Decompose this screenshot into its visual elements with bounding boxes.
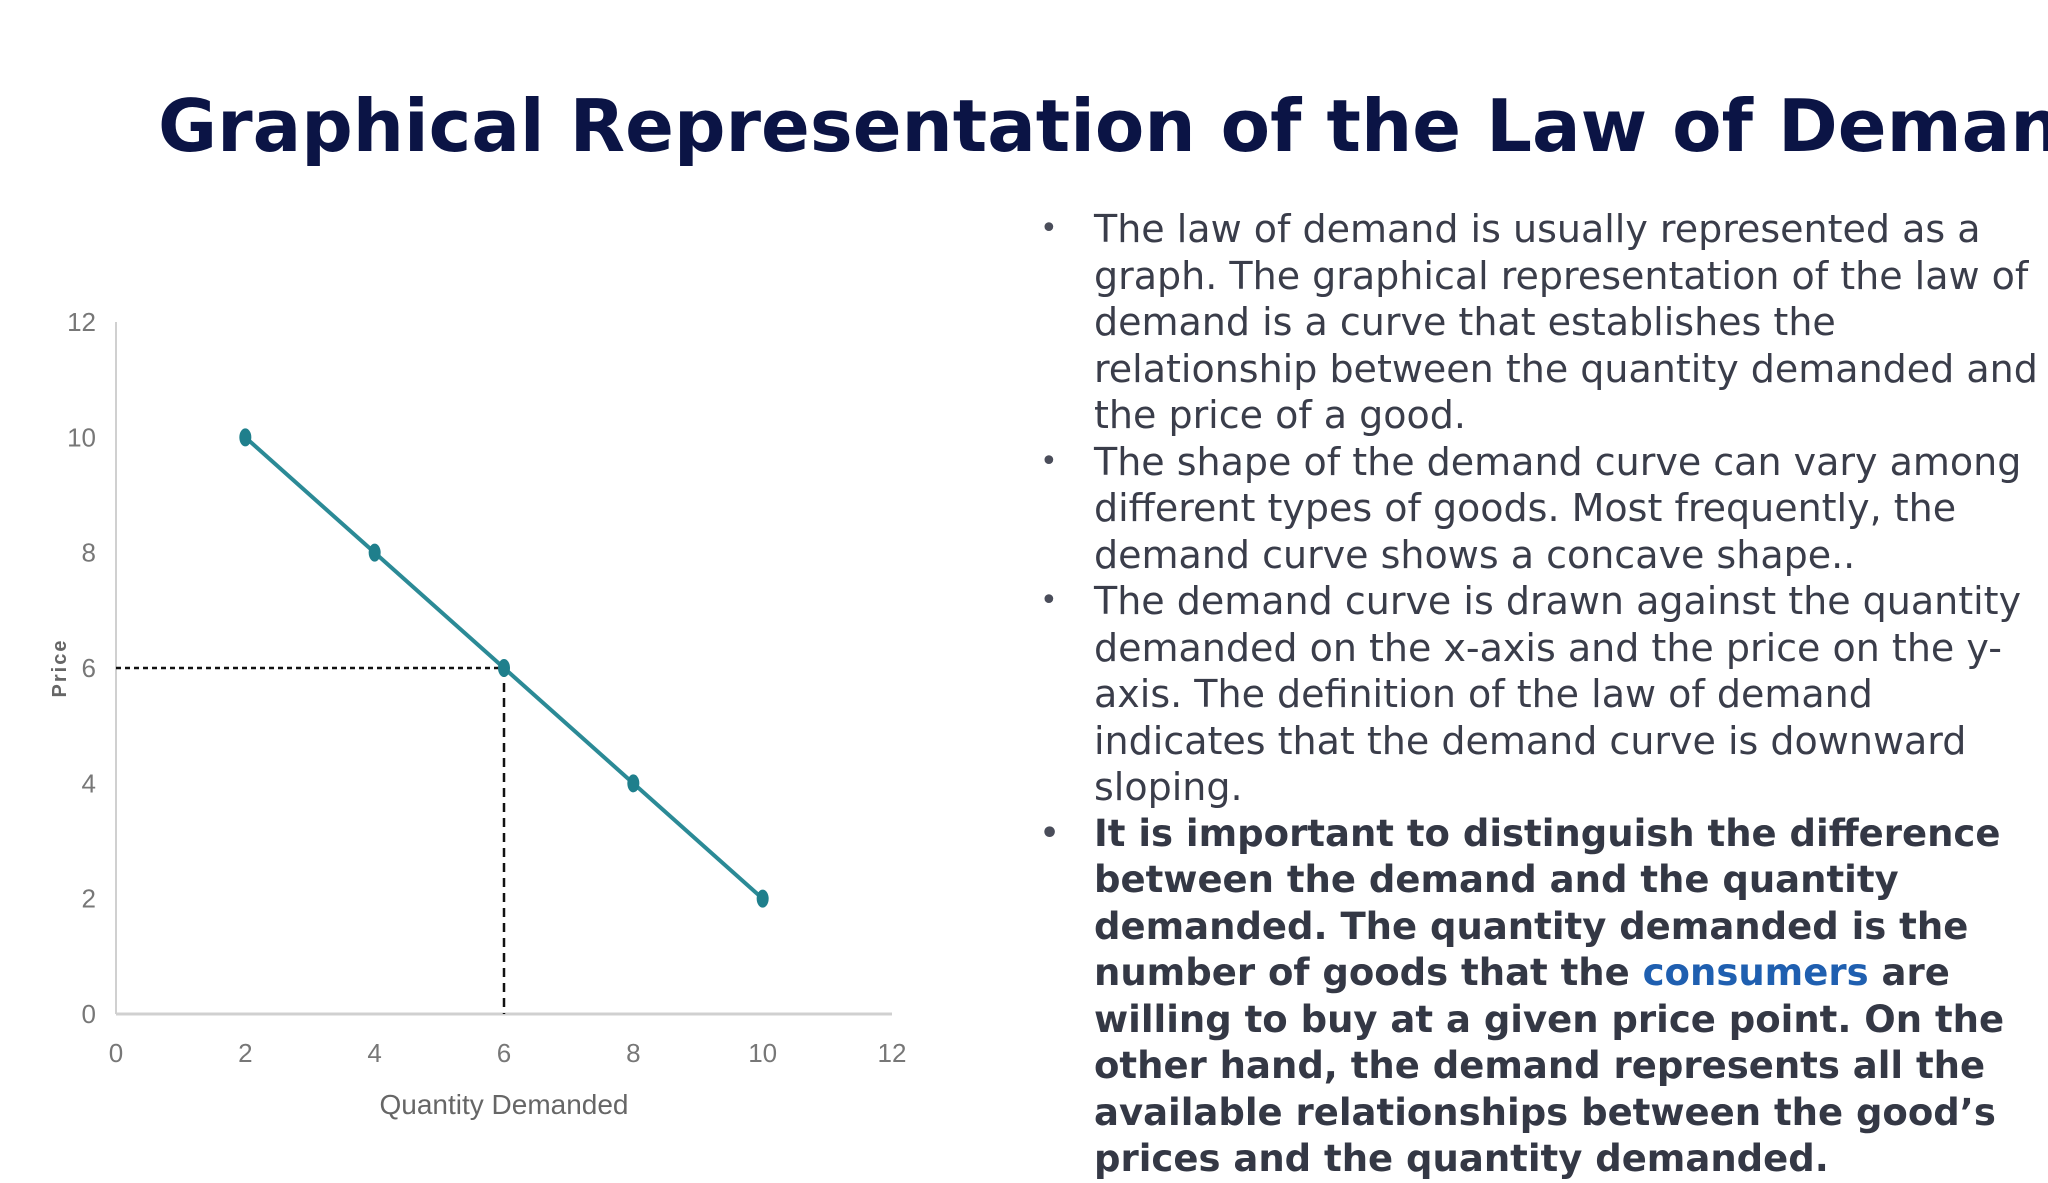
y-axis-label: Price [49, 639, 71, 698]
x-tick-label: 2 [238, 1038, 252, 1068]
bullet-item: • The shape of the demand curve can vary… [1040, 439, 2040, 579]
x-tick-label: 6 [497, 1038, 511, 1068]
chart-guides [116, 666, 506, 1014]
data-point-marker [756, 889, 769, 908]
x-tick-label: 4 [367, 1038, 381, 1068]
x-axis-label: Quantity Demanded [379, 1089, 628, 1120]
y-tick-label: 12 [67, 307, 96, 337]
x-tick-label: 10 [748, 1038, 777, 1068]
bullet-glyph: • [1040, 211, 1058, 246]
data-point-marker [498, 659, 510, 677]
y-tick-label: 10 [67, 422, 96, 452]
y-tick-label: 2 [82, 884, 96, 914]
bullet-text: The shape of the demand curve can vary a… [1094, 439, 2022, 577]
bullet-text-before-link: It is important to distinguish the diffe… [1094, 811, 2001, 995]
bullet-item: • It is important to distinguish the dif… [1040, 811, 2040, 1183]
demand-chart: 0 2 4 6 8 10 12 0 2 4 6 8 10 12 Quantity Demanded Pri… [49, 307, 906, 1120]
bullet-text: The demand curve is drawn against the qu… [1094, 579, 2022, 809]
bullet-text-after-link: are willing to buy at a given price poin… [1094, 951, 2005, 1180]
data-point-marker [368, 543, 381, 562]
x-tick-label: 8 [626, 1038, 640, 1068]
chart-tick-labels: 0 2 4 6 8 10 12 0 2 4 6 8 10 12 [67, 307, 906, 1068]
data-point-marker [239, 428, 252, 447]
y-tick-label: 0 [82, 999, 96, 1029]
slide-title: Graphical Representation of the Law of D… [158, 84, 2048, 168]
y-tick-label: 8 [82, 538, 96, 568]
data-point-marker [627, 774, 640, 793]
bullet-glyph: • [1040, 583, 1058, 618]
x-tick-label: 12 [878, 1038, 907, 1068]
bullet-item: • The demand curve is drawn against the … [1040, 578, 2040, 811]
bullet-list: • The law of demand is usually represent… [1040, 206, 2040, 1183]
bullet-text: The law of demand is usually represented… [1094, 207, 2038, 437]
bullet-item: • The law of demand is usually represent… [1040, 206, 2040, 439]
y-tick-label: 4 [82, 768, 96, 798]
y-tick-label: 6 [82, 653, 96, 683]
consumers-link[interactable]: consumers [1642, 951, 1869, 994]
chart-series [239, 428, 769, 908]
x-tick-label: 0 [109, 1038, 123, 1068]
bullet-glyph: • [1040, 815, 1060, 851]
bullet-glyph: • [1040, 443, 1058, 479]
